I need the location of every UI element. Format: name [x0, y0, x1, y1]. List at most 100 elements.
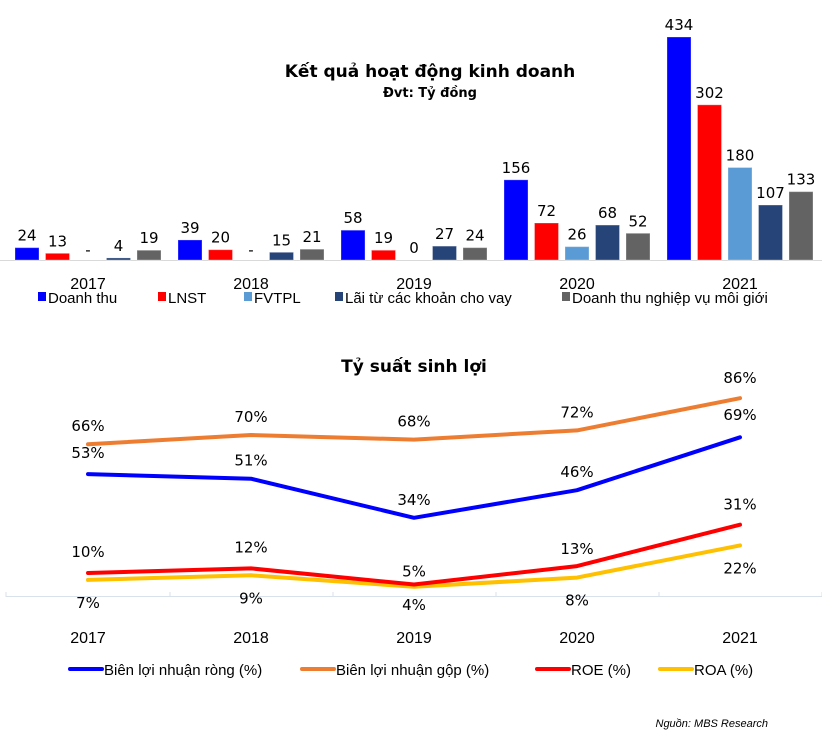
data-label: 15: [272, 231, 291, 249]
x-tick-label: 2018: [233, 630, 269, 647]
data-label: 9%: [239, 589, 263, 607]
legend-label-fvtpl: FVTPL: [254, 290, 301, 307]
bar-doanh-thu: [177, 239, 203, 261]
source-note: Nguồn: MBS Research: [656, 718, 769, 730]
legend-swatch-lnst: [158, 292, 166, 301]
bar-doanh-thu-nghiep-vu-moi-gioi: [299, 248, 325, 261]
data-label: 434: [665, 16, 694, 34]
bar-lnst: [534, 222, 559, 261]
data-label: 46%: [560, 463, 593, 481]
data-label: 5%: [402, 563, 426, 581]
legend-label-roa: ROA (%): [694, 662, 753, 679]
legend-swatch-lai-tu-cac-khoan-cho-vay: [335, 292, 343, 301]
data-label: 58: [343, 209, 362, 227]
bar-doanh-thu-nghiep-vu-moi-gioi: [136, 249, 162, 261]
bar-lnst: [208, 249, 233, 261]
bar-fvtpl: [727, 167, 753, 261]
legend-label-bien-loi-nhuan-gop: Biên lợi nhuận gộp (%): [336, 662, 489, 679]
data-label: 68: [598, 204, 617, 222]
x-tick-label: 2019: [396, 630, 432, 647]
data-label: 26: [567, 226, 586, 244]
legend-label-lai-tu-cac-khoan-cho-vay: Lãi từ các khoản cho vay: [345, 290, 512, 307]
data-label: 39: [180, 219, 199, 237]
data-label: -: [248, 241, 253, 259]
data-label: 19: [139, 229, 158, 247]
data-label: 8%: [565, 592, 589, 610]
data-label: 52: [628, 212, 647, 230]
x-tick-label: 2021: [722, 276, 758, 293]
data-label: 21: [302, 228, 321, 246]
bar-chart-subtitle: Đvt: Tỷ đồng: [383, 86, 477, 101]
data-label: 51%: [234, 452, 267, 470]
bar-lnst: [45, 252, 70, 261]
bar-doanh-thu: [503, 179, 529, 261]
line-roe: [86, 522, 742, 587]
x-tick-label: 2020: [559, 630, 595, 647]
bar-lai-tu-cac-khoan-cho-vay: [595, 224, 620, 261]
x-tick-label: 2018: [233, 276, 269, 293]
data-label: 24: [465, 227, 484, 245]
bar-fvtpl: [564, 246, 590, 261]
bar-lai-tu-cac-khoan-cho-vay: [758, 204, 783, 261]
line-chart-title: Tỷ suất sinh lợi: [341, 356, 487, 377]
legend-label-lnst: LNST: [168, 290, 206, 307]
bar-doanh-thu-nghiep-vu-moi-gioi: [788, 191, 814, 261]
legend-swatch-doanh-thu: [38, 292, 46, 301]
line-chart: 2017 2018 2019 2020 2021 53% 51% 34% 46% 69% 66% 70…: [5, 369, 822, 679]
bar-chart-title: Kết quả hoạt động kinh doanh: [285, 61, 576, 82]
bar-doanh-thu-nghiep-vu-moi-gioi: [462, 247, 488, 261]
data-label: 70%: [234, 408, 267, 426]
data-label: 72%: [560, 403, 593, 421]
data-label: 302: [695, 84, 724, 102]
line-roa: [86, 543, 742, 589]
data-label: 13: [48, 232, 67, 250]
data-label: 34%: [397, 491, 430, 509]
data-label: 7%: [76, 594, 100, 612]
data-label: 13%: [560, 540, 593, 558]
legend-swatch-fvtpl: [244, 292, 252, 301]
line-bien-loi-nhuan-rong: [86, 435, 742, 520]
data-label: 133: [787, 171, 816, 189]
data-label: 86%: [723, 369, 756, 387]
legend-label-doanh-thu: Doanh thu: [48, 290, 117, 307]
x-tick-label: 2019: [396, 276, 432, 293]
data-label: 10%: [71, 543, 104, 561]
bar-doanh-thu: [14, 247, 40, 261]
legend-label-roe: ROE (%): [571, 662, 631, 679]
x-tick-label: 2020: [559, 276, 595, 293]
data-label: 27: [435, 225, 454, 243]
data-label: 53%: [71, 444, 104, 462]
data-label: 69%: [723, 406, 756, 424]
legend-label-doanh-thu-nghiep-vu-moi-gioi: Doanh thu nghiệp vụ môi giới: [572, 290, 768, 307]
data-label: 68%: [397, 413, 430, 431]
x-tick-label: 2017: [70, 630, 106, 647]
legend-label-bien-loi-nhuan-rong: Biên lợi nhuận ròng (%): [104, 662, 262, 679]
data-label: 12%: [234, 538, 267, 556]
data-label: 4: [114, 237, 124, 255]
bar-lai-tu-cac-khoan-cho-vay: [432, 245, 457, 261]
data-label: 4%: [402, 596, 426, 614]
x-tick-label: 2021: [722, 630, 758, 647]
data-label: 107: [756, 184, 785, 202]
data-label: 22%: [723, 559, 756, 577]
data-label: 31%: [723, 496, 756, 514]
data-label: 19: [374, 229, 393, 247]
data-label: 20: [211, 229, 230, 247]
data-label: 156: [502, 159, 531, 177]
bar-lnst: [697, 104, 722, 261]
data-label: 180: [726, 147, 755, 165]
x-tick-label: 2017: [70, 276, 106, 293]
data-label: 66%: [71, 417, 104, 435]
bar-doanh-thu: [340, 229, 366, 261]
bar-lai-tu-cac-khoan-cho-vay: [269, 251, 294, 261]
line-bien-loi-nhuan-gop: [86, 396, 742, 447]
data-label: 24: [17, 227, 36, 245]
data-label: -: [85, 241, 90, 259]
bar-doanh-thu: [666, 36, 692, 261]
bar-lnst: [371, 249, 396, 261]
bar-lai-tu-cac-khoan-cho-vay: [106, 257, 131, 261]
legend-swatch-doanh-thu-nghiep-vu-moi-gioi: [562, 292, 570, 301]
data-label: 72: [537, 202, 556, 220]
data-label: 0: [409, 239, 419, 257]
